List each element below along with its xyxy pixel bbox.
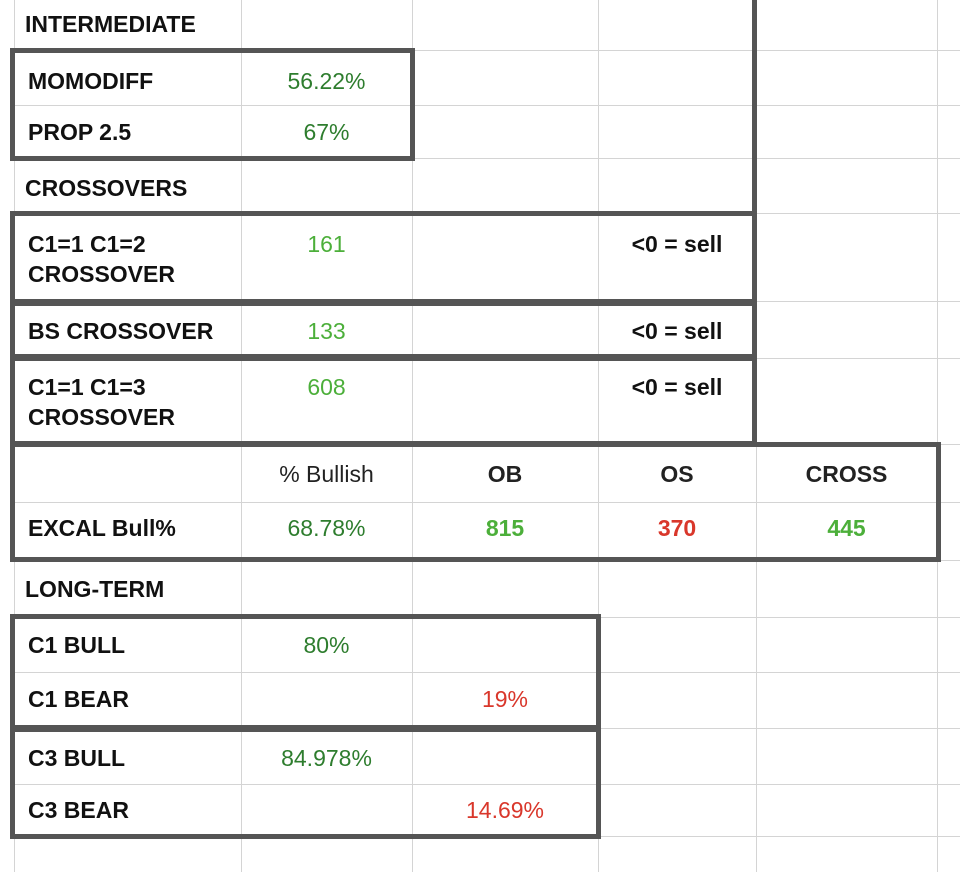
grid-row-line (14, 358, 960, 359)
row-label-c1c2-line1: C1=1 C1=2 (28, 231, 146, 257)
cell-c1-bull-value[interactable]: 80% (303, 632, 350, 658)
grid-col-line (412, 0, 413, 872)
row-label-c1-bear: C1 BEAR (28, 686, 129, 712)
cell-c1c2-note: <0 = sell (631, 231, 723, 257)
row-label-momodiff: MOMODIFF (28, 68, 154, 94)
section-title-intermediate: INTERMEDIATE (25, 11, 196, 37)
row-label-c1c2-line2: CROSSOVER (28, 261, 175, 287)
grid-row-line (14, 784, 960, 785)
grid-col-line (241, 0, 242, 872)
crossovers-top-border (752, 0, 758, 223)
header-ob: OB (487, 461, 523, 487)
grid-row-line (14, 617, 960, 618)
row-label-prop: PROP 2.5 (28, 119, 132, 145)
cell-c3-bear-value[interactable]: 14.69% (465, 797, 544, 823)
header-bullish: % Bullish (279, 461, 374, 487)
cell-c1-bear-value[interactable]: 19% (481, 686, 529, 712)
cell-bs-note: <0 = sell (631, 318, 723, 344)
grid-row-line (14, 301, 960, 302)
cell-c1c2-value[interactable]: 161 (307, 231, 346, 257)
cell-excal-bullish[interactable]: 68.78% (287, 515, 366, 541)
row-label-bs-crossover: BS CROSSOVER (28, 318, 214, 344)
cell-c1c3-value[interactable]: 608 (307, 374, 346, 400)
grid-col-line (756, 0, 757, 872)
grid-row-line (14, 836, 960, 837)
section-title-long-term: LONG-TERM (25, 576, 165, 602)
grid-col-line (598, 0, 599, 872)
cell-excal-os[interactable]: 370 (657, 515, 697, 541)
cell-c3-bull-value[interactable]: 84.978% (281, 745, 372, 771)
grid-row-line (14, 672, 960, 673)
cell-excal-ob[interactable]: 815 (485, 515, 525, 541)
grid-row-line (14, 444, 960, 445)
section-title-crossovers: CROSSOVERS (25, 175, 188, 201)
row-label-c1c3-line1: C1=1 C1=3 (28, 374, 146, 400)
grid-row-line (14, 213, 960, 214)
row-label-c1c3-line2: CROSSOVER (28, 404, 175, 430)
cell-prop-value[interactable]: 67% (303, 119, 350, 145)
row-label-excal: EXCAL Bull% (28, 515, 176, 541)
header-cross: CROSS (805, 461, 888, 487)
row-label-c3-bear: C3 BEAR (28, 797, 129, 823)
row-label-c1-bull: C1 BULL (28, 632, 126, 658)
grid-row-line (14, 728, 960, 729)
grid-col-line (937, 0, 938, 872)
cell-momodiff-value[interactable]: 56.22% (287, 68, 366, 94)
grid-row-line (14, 158, 960, 159)
grid-row-line (14, 560, 960, 561)
grid-row-line (14, 105, 960, 106)
grid-col-line (14, 0, 15, 872)
grid-row-line (14, 50, 960, 51)
header-os: OS (660, 461, 694, 487)
row-label-c3-bull: C3 BULL (28, 745, 126, 771)
cell-excal-cross[interactable]: 445 (827, 515, 866, 541)
cell-bs-value[interactable]: 133 (307, 318, 346, 344)
cell-c1c3-note: <0 = sell (631, 374, 723, 400)
grid-row-line (14, 502, 960, 503)
